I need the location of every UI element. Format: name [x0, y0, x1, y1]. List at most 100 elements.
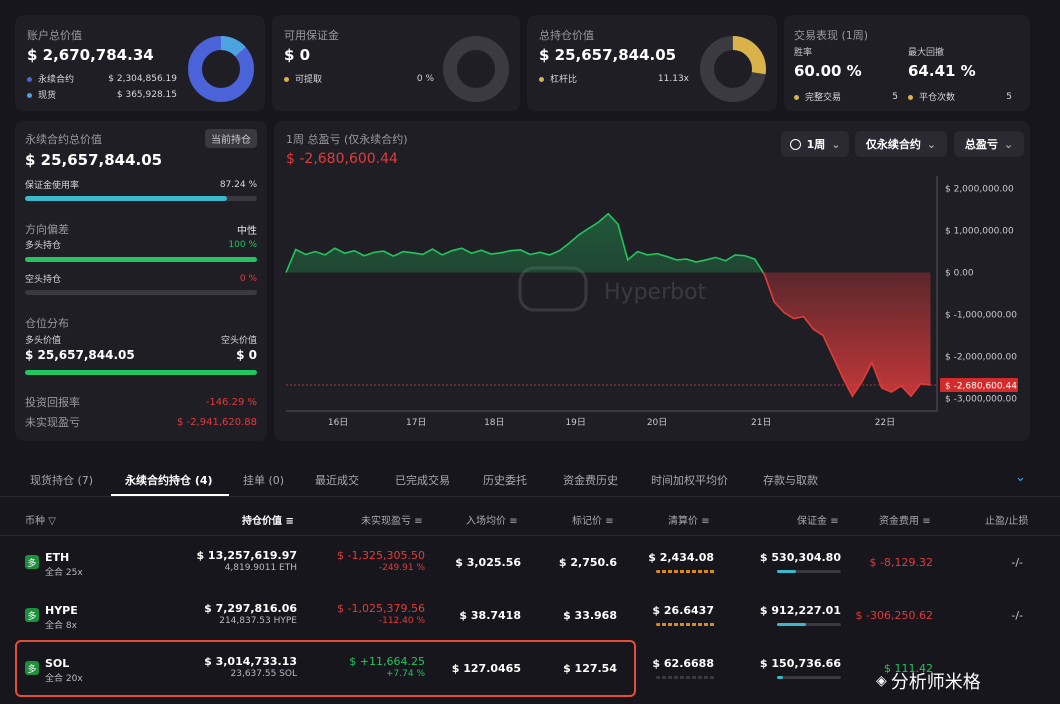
tab-1[interactable]: 永续合约持仓 (4) [125, 474, 213, 487]
position-tabs: 现货持仓 (7) 永续合约持仓 (4) 挂单 (0) 最近成交 已完成交易 历史委托 资金费… [15, 466, 1045, 496]
card-title: 可用保证金 [284, 29, 339, 42]
hyperbot-logo-icon [518, 266, 588, 312]
tab-6[interactable]: 资金费历史 [563, 474, 618, 487]
col-funding[interactable]: 资金费用 ≡ [879, 516, 931, 527]
active-tab-underline [111, 494, 229, 496]
table-row[interactable]: 多 ETH 全合 25x $ 13,257,619.97 4,819.9011 E… [0, 540, 1060, 590]
margin-usage-row: 保证金使用率 87.24 % [25, 179, 257, 192]
tp-sl[interactable]: -/- [1011, 609, 1023, 622]
table-row[interactable]: 多 SOL 全合 20x $ 3,014,733.13 23,637.55 SOL… [0, 646, 1060, 696]
tab-4[interactable]: 已完成交易 [395, 474, 450, 487]
col-upnl[interactable]: 未实现盈亏 ≡ [361, 516, 423, 527]
margin-value: $ 912,227.01 [759, 604, 841, 617]
y-tick-label: $ 0.00 [945, 269, 974, 279]
col-tpsl: 止盈/止损 [985, 516, 1029, 527]
entry-price: $ 3,025.56 [455, 556, 521, 569]
positive-area [286, 213, 764, 273]
sort-icon: ≡ [509, 516, 518, 527]
x-tick-label: 18日 [484, 417, 504, 428]
win-rate-label: 胜率 [794, 48, 813, 58]
chevron-down-icon: ⌄ [926, 137, 937, 151]
coin-leverage: 全合 20x [45, 674, 83, 684]
mark-price: $ 2,750.6 [558, 556, 617, 569]
pnl-area-chart: Hyperbot $ -2,680,600.44 $ 2,000,000.00 $ 1… [285, 176, 1018, 428]
col-liq[interactable]: 清算价 ≡ [668, 516, 710, 527]
tab-0[interactable]: 现货持仓 (7) [30, 474, 94, 487]
x-tick-label: 17日 [406, 417, 426, 428]
coin-symbol[interactable]: HYPE [45, 604, 78, 617]
tabs-divider [0, 496, 1060, 497]
coin-symbol[interactable]: SOL [45, 657, 70, 670]
sort-icon: ≡ [701, 516, 710, 527]
total-holding-card: 总持仓价值 $ 25,657,844.05 杠杆比 11.13x [527, 15, 777, 111]
type-dropdown[interactable]: 仅永续合约 ⌄ [855, 131, 947, 157]
filter-icon[interactable]: ▽ [48, 516, 56, 527]
sort-icon: ≡ [605, 516, 614, 527]
col-margin[interactable]: 保证金 ≡ [797, 516, 839, 527]
x-tick-label: 22日 [875, 417, 895, 428]
chevron-down-icon: ⌄ [831, 137, 841, 151]
pnl-line-positive [285, 212, 765, 273]
distribution-labels-row: 多头价值 空头价值 [25, 336, 257, 346]
direction-row: 方向偏差 中性 [25, 223, 257, 237]
coin-symbol[interactable]: ETH [45, 551, 70, 564]
tab-2[interactable]: 挂单 (0) [243, 474, 285, 487]
tab-7[interactable]: 时间加权平均价 [651, 474, 728, 487]
tab-5[interactable]: 历史委托 [483, 474, 527, 487]
margin-value: $ 0 [284, 46, 311, 64]
current-value-tag [940, 378, 1018, 393]
col-mark[interactable]: 标记价 ≡ [572, 516, 614, 527]
margin-bar [777, 676, 841, 679]
header-divider [0, 535, 1060, 536]
tab-3[interactable]: 最近成交 [315, 474, 359, 487]
chevron-down-icon: ⌄ [1003, 137, 1014, 151]
y-tick-label: $ 1,000,000.00 [945, 227, 1014, 237]
funding-fee: $ 111.42 [884, 662, 933, 675]
sort-icon: ≡ [830, 516, 839, 527]
table-row[interactable]: 多 HYPE 全合 8x $ 7,297,816.06 214,837.53 HY… [0, 593, 1060, 643]
liquidation-price: $ 62.6688 [652, 657, 714, 670]
perp-title: 永续合约总价值 [25, 133, 102, 146]
margin-value: $ 530,304.80 [759, 551, 841, 564]
distribution-label: 仓位分布 [25, 317, 69, 330]
expand-chevron-icon[interactable]: ⌄ [1015, 470, 1026, 485]
unrealized-pnl-row: 未实现盈亏 $ -2,941,620.88 [25, 416, 257, 429]
author-watermark: ◈ 分析师米格 [876, 672, 981, 693]
mark-price: $ 33.968 [563, 609, 617, 622]
trade-performance-card: 交易表现 (1周) 胜率 60.00 % 最大回撤 64.41 % 完整交易 5 … [784, 15, 1030, 111]
chart-watermark: Hyperbot [604, 280, 707, 305]
tp-sl[interactable]: -/- [1011, 556, 1023, 569]
distribution-bar [25, 370, 257, 375]
max-drawdown-value: 64.41 % [908, 62, 976, 80]
sort-icon: ≡ [922, 516, 931, 527]
available-margin-card: 可用保证金 $ 0 可提取 0 % [272, 15, 520, 111]
x-tick-label: 20日 [647, 417, 667, 428]
margin-item-withdrawable: 可提取 0 % [284, 72, 434, 85]
col-value[interactable]: 持仓价值 ≡ [242, 516, 294, 527]
coin-leverage: 全合 8x [45, 621, 77, 631]
highlight-box [15, 640, 636, 697]
sort-icon: ≡ [285, 516, 294, 527]
negative-area [286, 272, 931, 397]
position-value: $ 3,014,733.13 23,637.55 SOL [204, 655, 297, 679]
metric-dropdown[interactable]: 总盈亏 ⌄ [954, 131, 1024, 157]
margin-donut-chart [443, 36, 509, 102]
col-entry[interactable]: 入场均价 ≡ [466, 516, 518, 527]
diamond-logo-icon: ◈ [876, 673, 887, 689]
clock-icon [789, 138, 801, 150]
margin-value: $ 150,736.66 [759, 657, 841, 670]
unrealized-pnl: $ -1,025,379.56 -112.40 % [337, 602, 425, 626]
tab-8[interactable]: 存款与取款 [763, 474, 818, 487]
long-badge: 多 [25, 608, 39, 622]
sort-icon: ≡ [414, 516, 423, 527]
col-coin[interactable]: 币种 ▽ [25, 516, 56, 527]
card-title: 总持仓价值 [539, 29, 594, 42]
roi-row: 投资回报率 -146.29 % [25, 396, 257, 409]
current-holding-badge[interactable]: 当前持仓 [205, 129, 257, 148]
position-value: $ 7,297,816.06 214,837.53 HYPE [204, 602, 297, 626]
account-value: $ 2,670,784.34 [27, 46, 154, 64]
holding-donut-chart [700, 36, 766, 102]
period-dropdown[interactable]: 1周 ⌄ [781, 131, 849, 157]
perp-value: $ 25,657,844.05 [25, 151, 163, 169]
card-title: 交易表现 (1周) [794, 29, 869, 42]
